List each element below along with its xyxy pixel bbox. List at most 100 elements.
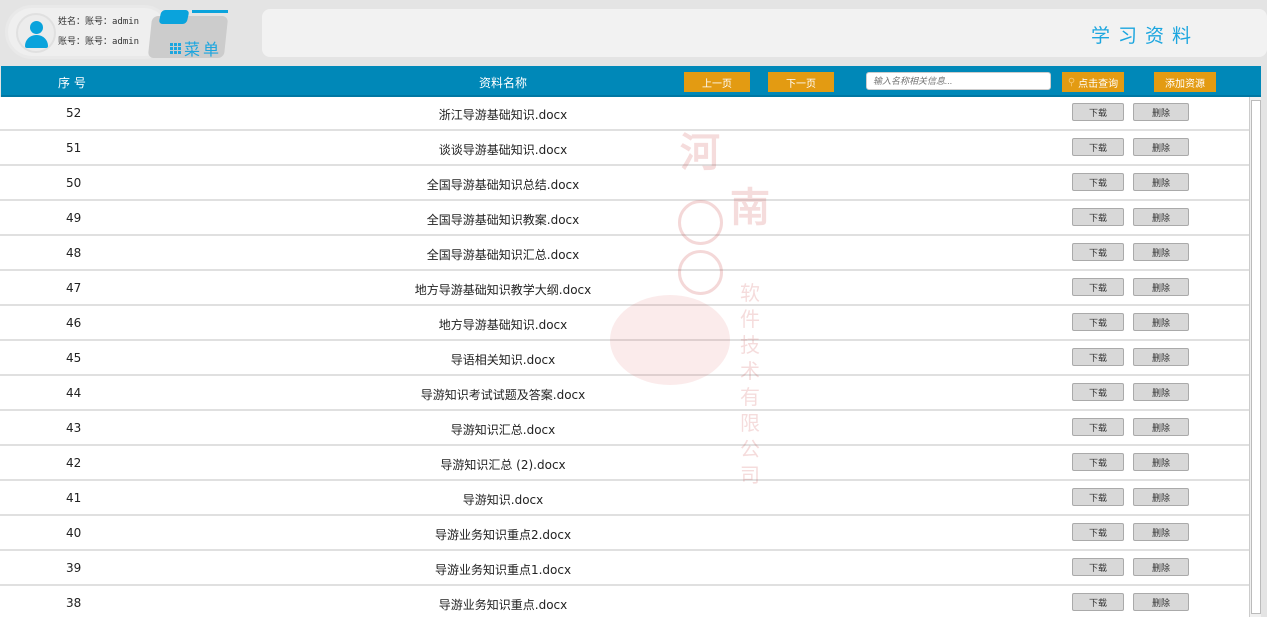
menu-label[interactable]: 菜单 (170, 36, 222, 60)
download-button[interactable]: 下载 (1072, 453, 1124, 471)
row-name: 导游业务知识重点1.docx (434, 563, 572, 577)
delete-button[interactable]: 删除 (1133, 453, 1189, 471)
row-no: 47 (66, 281, 82, 295)
row-name: 全国导游基础知识教案.docx (426, 213, 580, 227)
menu-bar-decoration (192, 10, 228, 13)
user-name: 姓名：账号：admin (58, 17, 140, 27)
download-button[interactable]: 下载 (1072, 103, 1124, 121)
download-button[interactable]: 下载 (1072, 208, 1124, 226)
row-name: 地方导游基础知识教学大纲.docx (414, 283, 592, 297)
download-button[interactable]: 下载 (1072, 488, 1124, 506)
prev-page-button[interactable]: 上一页 (684, 72, 750, 92)
row-no: 50 (66, 176, 82, 190)
row-no: 45 (66, 351, 82, 365)
download-button[interactable]: 下载 (1072, 558, 1124, 576)
delete-button[interactable]: 删除 (1133, 593, 1189, 611)
resource-list: 52 浙江导游基础知识.docx 下载 删除 51 谈谈导游基础知识.docx 下… (0, 97, 1249, 617)
top-bar: 姓名：账号：admin 账号：账号：admin 菜单 学习资料 (0, 0, 1267, 64)
row-no: 52 (66, 106, 82, 120)
grid-icon (170, 42, 181, 54)
row-name: 谈谈导游基础知识.docx (438, 143, 568, 157)
row-no: 42 (66, 456, 82, 470)
delete-button[interactable]: 删除 (1133, 173, 1189, 191)
row-no: 39 (66, 561, 82, 575)
delete-button[interactable]: 删除 (1133, 208, 1189, 226)
download-button[interactable]: 下载 (1072, 593, 1124, 611)
download-button[interactable]: 下载 (1072, 418, 1124, 436)
row-name: 地方导游基础知识.docx (438, 318, 568, 332)
menu-text: 菜单 (184, 40, 223, 59)
delete-button[interactable]: 删除 (1133, 138, 1189, 156)
row-name: 全国导游基础知识总结.docx (426, 178, 580, 192)
row-no: 46 (66, 316, 82, 330)
table-row: 39 导游业务知识重点1.docx 下载 删除 (0, 551, 1249, 586)
download-button[interactable]: 下载 (1072, 278, 1124, 296)
row-name: 导游业务知识重点.docx (438, 598, 568, 612)
delete-button[interactable]: 删除 (1133, 488, 1189, 506)
download-button[interactable]: 下载 (1072, 383, 1124, 401)
search-icon: ⚲ (1067, 76, 1076, 88)
delete-button[interactable]: 删除 (1133, 313, 1189, 331)
row-name: 全国导游基础知识汇总.docx (426, 248, 580, 262)
table-row: 45 导语相关知识.docx 下载 删除 (0, 341, 1249, 376)
delete-button[interactable]: 删除 (1133, 103, 1189, 121)
download-button[interactable]: 下载 (1072, 313, 1124, 331)
table-row: 38 导游业务知识重点.docx 下载 删除 (0, 586, 1249, 617)
table-row: 46 地方导游基础知识.docx 下载 删除 (0, 306, 1249, 341)
row-no: 44 (66, 386, 82, 400)
user-info: 姓名：账号：admin 账号：账号：admin (8, 8, 168, 56)
table-row: 47 地方导游基础知识教学大纲.docx 下载 删除 (0, 271, 1249, 306)
table-row: 42 导游知识汇总 (2).docx 下载 删除 (0, 446, 1249, 481)
col-no: 序 号 (58, 76, 86, 90)
table-row: 40 导游业务知识重点2.docx 下载 删除 (0, 516, 1249, 551)
row-no: 40 (66, 526, 82, 540)
next-page-button[interactable]: 下一页 (768, 72, 834, 92)
row-name: 导游知识.docx (462, 493, 544, 507)
menu-tab-decoration (158, 10, 190, 24)
table-row: 51 谈谈导游基础知识.docx 下载 删除 (0, 131, 1249, 166)
table-row: 50 全国导游基础知识总结.docx 下载 删除 (0, 166, 1249, 201)
download-button[interactable]: 下载 (1072, 138, 1124, 156)
scrollbar-thumb[interactable] (1251, 100, 1261, 614)
row-no: 49 (66, 211, 82, 225)
page-title: 学习资料 (1090, 25, 1199, 47)
delete-button[interactable]: 删除 (1133, 383, 1189, 401)
table-row: 44 导游知识考试试题及答案.docx 下载 删除 (0, 376, 1249, 411)
table-row: 49 全国导游基础知识教案.docx 下载 删除 (0, 201, 1249, 236)
row-no: 38 (66, 596, 82, 610)
delete-button[interactable]: 删除 (1133, 243, 1189, 261)
table-row: 52 浙江导游基础知识.docx 下载 删除 (0, 97, 1249, 131)
search-button-label: 点击查询 (1078, 78, 1119, 90)
row-no: 41 (66, 491, 82, 505)
row-no: 51 (66, 141, 82, 155)
download-button[interactable]: 下载 (1072, 523, 1124, 541)
delete-button[interactable]: 删除 (1133, 418, 1189, 436)
row-name: 导游业务知识重点2.docx (434, 528, 572, 542)
title-box: 学习资料 (262, 9, 1267, 57)
row-name: 导游知识考试试题及答案.docx (420, 388, 586, 402)
delete-button[interactable]: 删除 (1133, 558, 1189, 576)
avatar (16, 13, 56, 53)
user-account: 账号：账号：admin (58, 37, 140, 47)
delete-button[interactable]: 删除 (1133, 523, 1189, 541)
row-no: 48 (66, 246, 82, 260)
row-name: 导游知识汇总 (2).docx (440, 458, 566, 472)
row-name: 导游知识汇总.docx (450, 423, 556, 437)
table-row: 43 导游知识汇总.docx 下载 删除 (0, 411, 1249, 446)
scrollbar[interactable] (1249, 97, 1261, 617)
row-name: 导语相关知识.docx (450, 353, 556, 367)
search-input[interactable] (866, 72, 1051, 90)
add-resource-button[interactable]: 添加资源 (1154, 72, 1216, 92)
search-button[interactable]: ⚲ 点击查询 (1062, 72, 1124, 92)
download-button[interactable]: 下载 (1072, 173, 1124, 191)
download-button[interactable]: 下载 (1072, 243, 1124, 261)
delete-button[interactable]: 删除 (1133, 278, 1189, 296)
col-name: 资料名称 (479, 76, 528, 90)
table-header: 序 号 资料名称 上一页 下一页 ⚲点击查询 添加资源 (1, 66, 1261, 97)
table-row: 48 全国导游基础知识汇总.docx 下载 删除 (0, 236, 1249, 271)
row-no: 43 (66, 421, 82, 435)
delete-button[interactable]: 删除 (1133, 348, 1189, 366)
download-button[interactable]: 下载 (1072, 348, 1124, 366)
table-row: 41 导游知识.docx 下载 删除 (0, 481, 1249, 516)
row-name: 浙江导游基础知识.docx (438, 108, 568, 122)
